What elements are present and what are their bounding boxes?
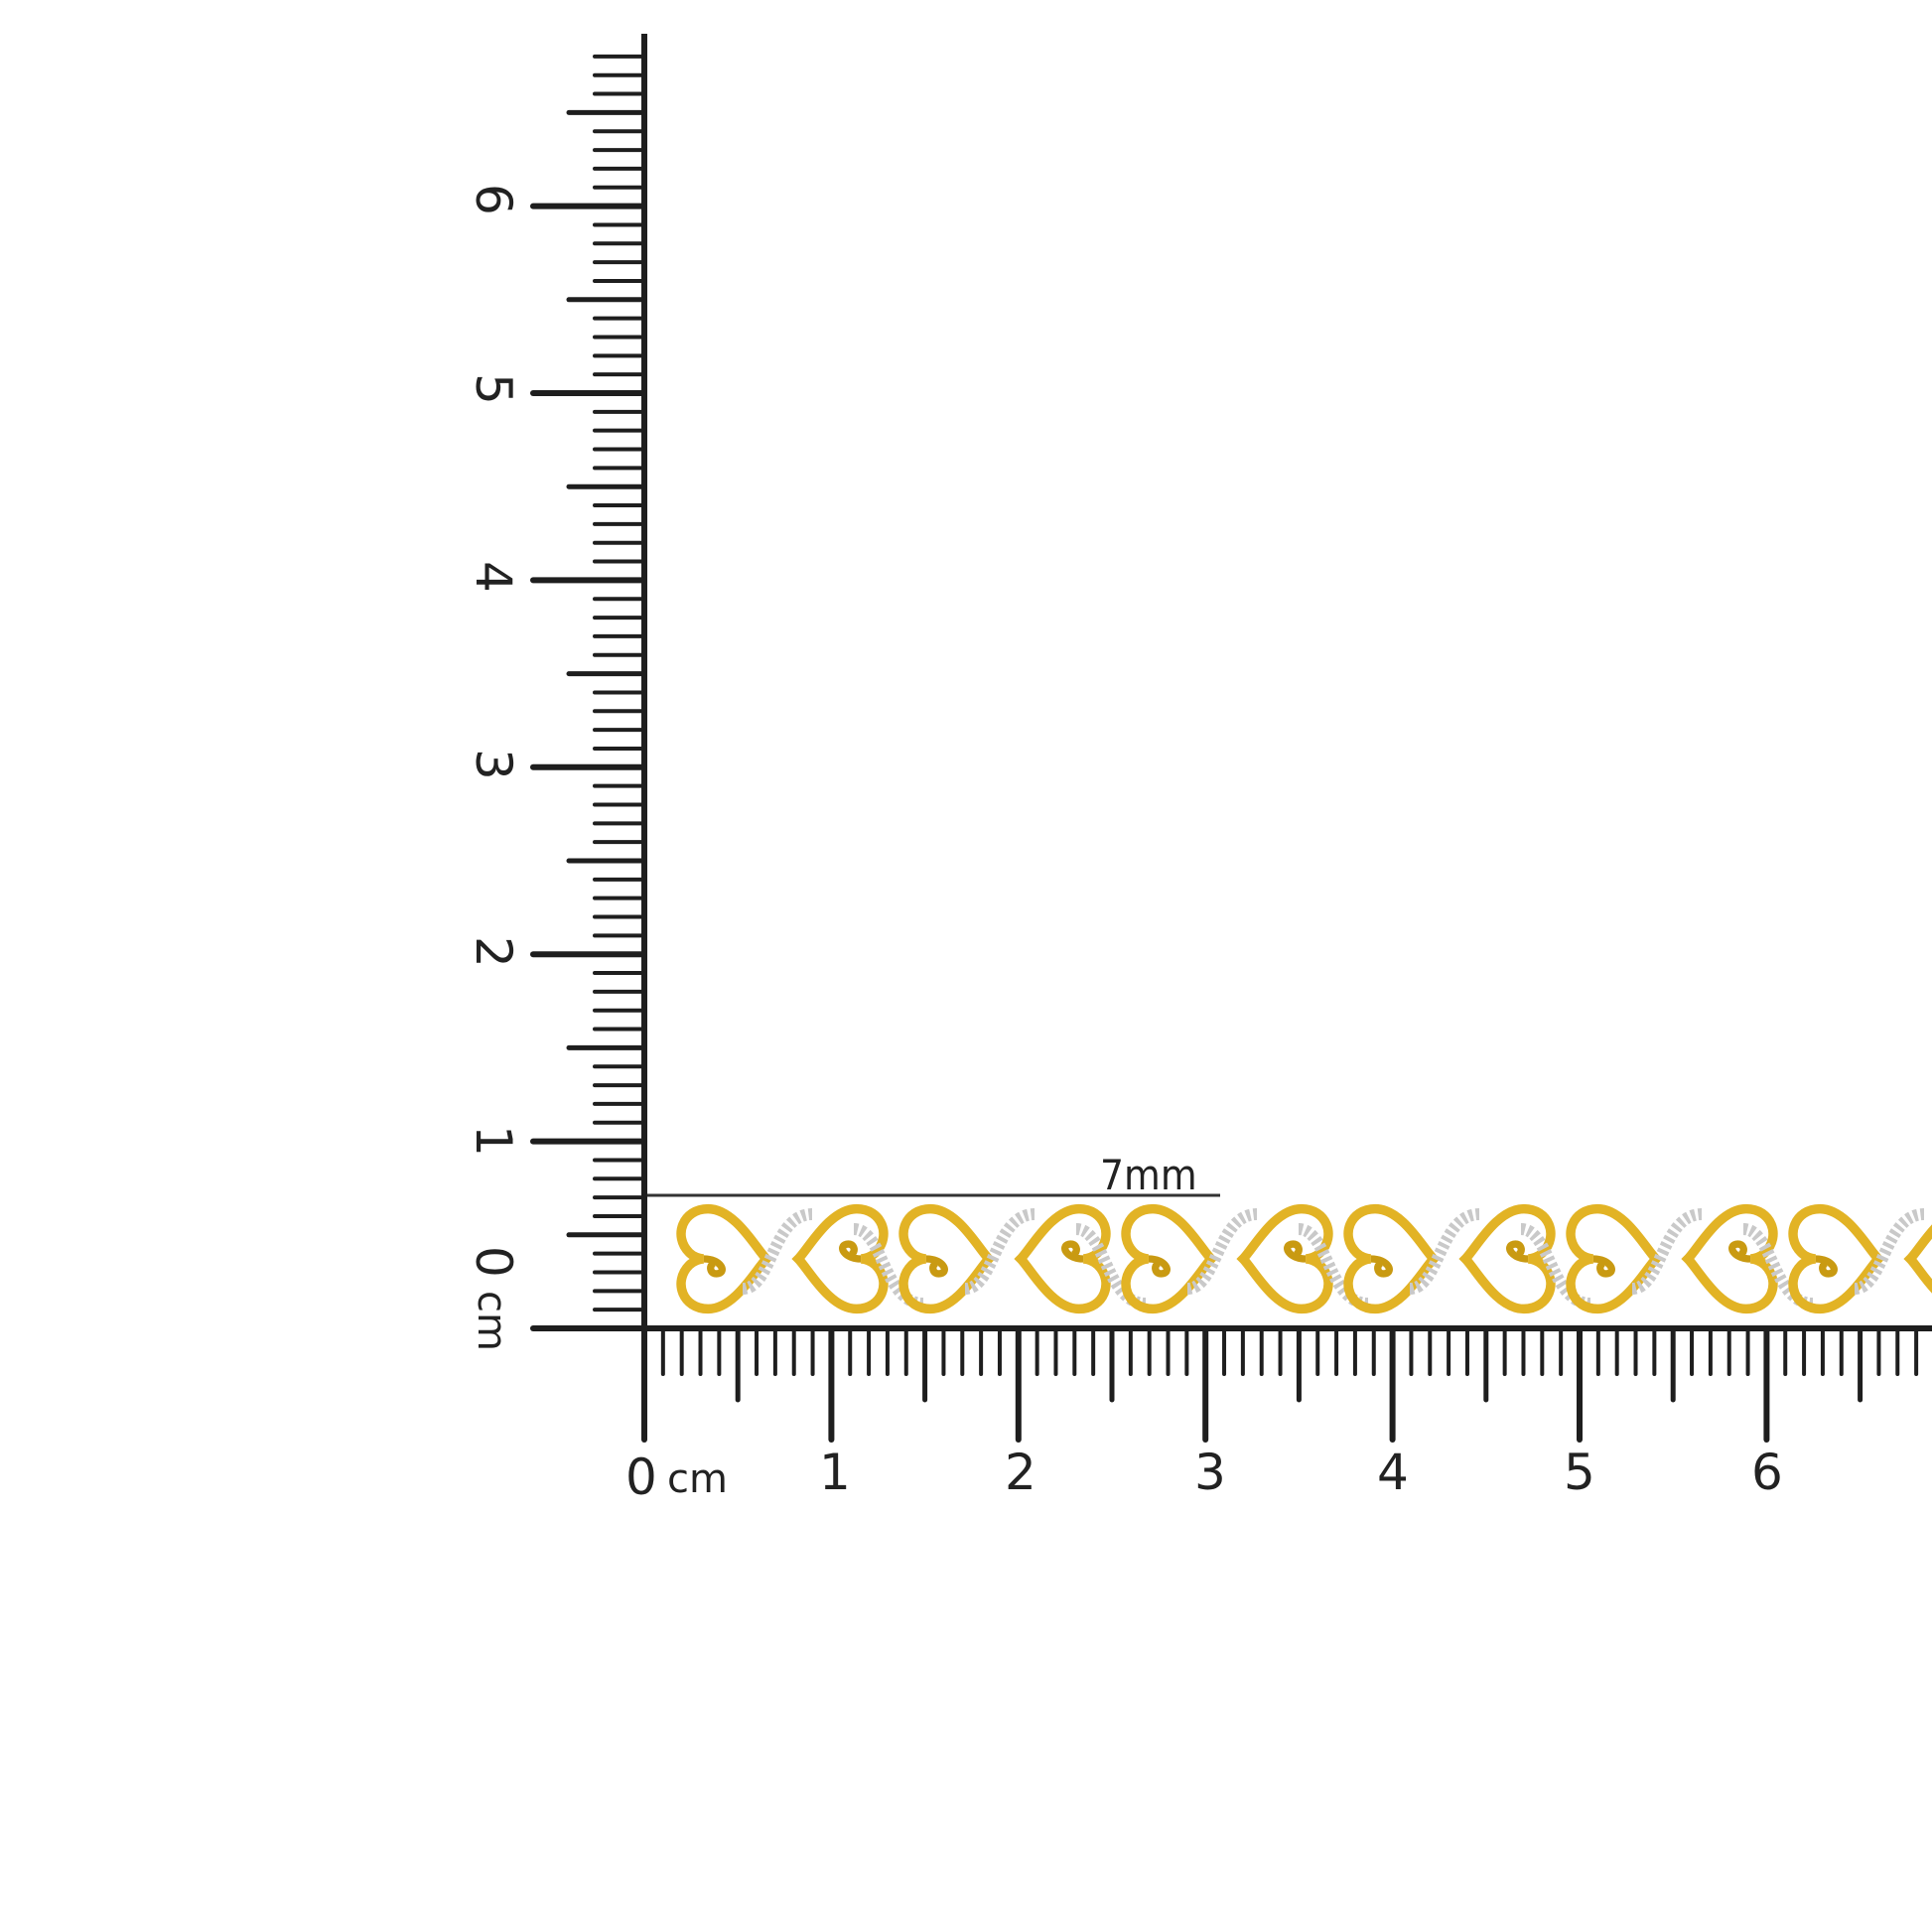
- heart-curl: [1370, 1255, 1393, 1278]
- heart-curl: [925, 1255, 948, 1278]
- heart-outline: [1903, 1203, 1932, 1314]
- v-label-6: 6: [465, 184, 522, 215]
- h-label-5: 5: [1564, 1444, 1595, 1501]
- ruler-ticks: [530, 54, 1919, 1443]
- width-measure-label: 7mm: [1100, 1151, 1197, 1199]
- diamond-s-link: [1630, 1208, 1703, 1295]
- diamond-s-link: [1519, 1223, 1591, 1310]
- h-label-6: 6: [1751, 1444, 1783, 1501]
- diamond-s-link: [963, 1208, 1035, 1295]
- heart-link: [1014, 1203, 1111, 1314]
- heart-link: [1681, 1203, 1778, 1314]
- v-label-0: 0: [465, 1246, 522, 1278]
- diamond-s-link: [1297, 1223, 1369, 1310]
- heart-link: [1236, 1203, 1333, 1314]
- heart-link-bracelet: [676, 1203, 1932, 1314]
- heart-outline: [676, 1203, 773, 1314]
- heart-link: [1788, 1203, 1885, 1314]
- heart-outline: [1458, 1203, 1556, 1314]
- diamond-s-link: [1408, 1208, 1480, 1295]
- heart-curl: [1506, 1240, 1529, 1263]
- heart-outline: [1681, 1203, 1778, 1314]
- v-label-4: 4: [465, 561, 522, 593]
- heart-outline: [1121, 1203, 1218, 1314]
- diamond-s-link: [1074, 1223, 1147, 1310]
- vertical-ruler-labels: 0 cm 1 2 3 4 5 6: [465, 184, 522, 1351]
- horizontal-ruler-labels: 0 cm 1 2 3 4 5 6: [625, 1444, 1783, 1506]
- heart-outline: [1788, 1203, 1885, 1314]
- heart-curl: [1148, 1255, 1171, 1278]
- heart-curl: [839, 1240, 862, 1263]
- heart-link: [1458, 1203, 1556, 1314]
- heart-curl: [1284, 1240, 1307, 1263]
- v-label-2: 2: [465, 936, 522, 968]
- v-label-3: 3: [465, 749, 522, 780]
- diamond-s-link: [1741, 1223, 1814, 1310]
- heart-outline: [791, 1203, 889, 1314]
- h-label-2: 2: [1005, 1444, 1036, 1501]
- v-unit-label: cm: [469, 1291, 514, 1351]
- heart-curl: [1061, 1240, 1084, 1263]
- heart-link: [1343, 1203, 1441, 1314]
- heart-link: [1121, 1203, 1218, 1314]
- diamond-s-link: [1185, 1208, 1258, 1295]
- heart-curl: [703, 1255, 726, 1278]
- heart-link: [676, 1203, 773, 1314]
- h-label-4: 4: [1377, 1444, 1409, 1501]
- v-label-5: 5: [465, 373, 522, 405]
- heart-link: [898, 1203, 996, 1314]
- h-label-0: 0: [625, 1449, 657, 1506]
- heart-outline: [1236, 1203, 1333, 1314]
- heart-outline: [898, 1203, 996, 1314]
- v-label-1: 1: [465, 1125, 522, 1157]
- heart-outline: [1014, 1203, 1111, 1314]
- heart-link: [791, 1203, 889, 1314]
- diamond-s-link: [741, 1208, 813, 1295]
- heart-outline: [1343, 1203, 1441, 1314]
- diamond-s-link: [1853, 1208, 1925, 1295]
- h-label-1: 1: [819, 1444, 851, 1501]
- diamond-s-link: [852, 1223, 924, 1310]
- heart-link: [1903, 1203, 1932, 1314]
- h-unit-label: cm: [667, 1456, 728, 1502]
- h-label-3: 3: [1194, 1444, 1226, 1501]
- heart-link: [1566, 1203, 1663, 1314]
- heart-curl: [1728, 1240, 1751, 1263]
- heart-curl: [1592, 1255, 1615, 1278]
- heart-outline: [1566, 1203, 1663, 1314]
- heart-curl: [1815, 1255, 1838, 1278]
